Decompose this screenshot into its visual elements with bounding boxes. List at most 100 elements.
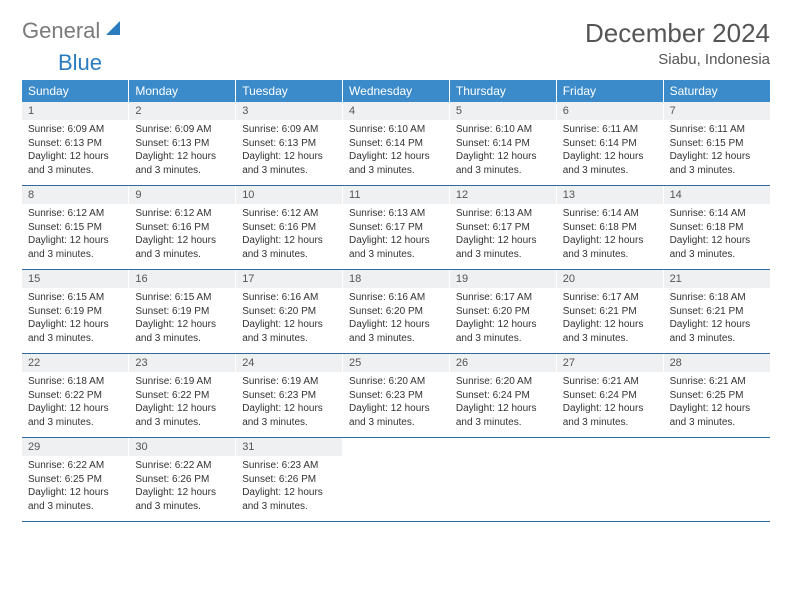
day-number-cell: 19 xyxy=(449,270,556,289)
month-title: December 2024 xyxy=(585,18,770,49)
sunset-line: Sunset: 6:17 PM xyxy=(349,221,443,235)
sunset-line: Sunset: 6:21 PM xyxy=(563,305,657,319)
sunrise-line: Sunrise: 6:20 AM xyxy=(456,375,550,389)
day-content-cell: Sunrise: 6:17 AMSunset: 6:20 PMDaylight:… xyxy=(449,288,556,354)
sunset-line: Sunset: 6:20 PM xyxy=(349,305,443,319)
day-content-row: Sunrise: 6:18 AMSunset: 6:22 PMDaylight:… xyxy=(22,372,770,438)
day-number-row: 1234567 xyxy=(22,102,770,120)
weekday-header-row: SundayMondayTuesdayWednesdayThursdayFrid… xyxy=(22,80,770,102)
day-content-cell xyxy=(449,456,556,522)
daylight-line: Daylight: 12 hours and 3 minutes. xyxy=(456,234,550,261)
header: General December 2024 Siabu, Indonesia xyxy=(22,18,770,68)
daylight-line: Daylight: 12 hours and 3 minutes. xyxy=(135,150,229,177)
day-number-cell: 4 xyxy=(343,102,450,120)
sunset-line: Sunset: 6:21 PM xyxy=(670,305,764,319)
day-content-row: Sunrise: 6:22 AMSunset: 6:25 PMDaylight:… xyxy=(22,456,770,522)
day-number-cell: 7 xyxy=(663,102,770,120)
daylight-line: Daylight: 12 hours and 3 minutes. xyxy=(349,402,443,429)
sunrise-line: Sunrise: 6:17 AM xyxy=(563,291,657,305)
day-number-cell: 3 xyxy=(236,102,343,120)
day-number-cell: 25 xyxy=(343,354,450,373)
day-content-cell: Sunrise: 6:11 AMSunset: 6:14 PMDaylight:… xyxy=(556,120,663,186)
daylight-line: Daylight: 12 hours and 3 minutes. xyxy=(135,234,229,261)
day-content-cell: Sunrise: 6:13 AMSunset: 6:17 PMDaylight:… xyxy=(449,204,556,270)
day-number-cell: 18 xyxy=(343,270,450,289)
day-content-cell: Sunrise: 6:09 AMSunset: 6:13 PMDaylight:… xyxy=(236,120,343,186)
sunset-line: Sunset: 6:14 PM xyxy=(349,137,443,151)
daylight-line: Daylight: 12 hours and 3 minutes. xyxy=(456,402,550,429)
sunrise-line: Sunrise: 6:22 AM xyxy=(28,459,122,473)
day-content-row: Sunrise: 6:12 AMSunset: 6:15 PMDaylight:… xyxy=(22,204,770,270)
day-content-row: Sunrise: 6:15 AMSunset: 6:19 PMDaylight:… xyxy=(22,288,770,354)
weekday-header: Saturday xyxy=(663,80,770,102)
day-number-cell: 16 xyxy=(129,270,236,289)
day-number-cell xyxy=(343,438,450,457)
sunset-line: Sunset: 6:18 PM xyxy=(563,221,657,235)
daylight-line: Daylight: 12 hours and 3 minutes. xyxy=(28,402,122,429)
day-content-cell: Sunrise: 6:14 AMSunset: 6:18 PMDaylight:… xyxy=(556,204,663,270)
weekday-header: Thursday xyxy=(449,80,556,102)
logo-sail-icon xyxy=(104,19,124,44)
daylight-line: Daylight: 12 hours and 3 minutes. xyxy=(28,318,122,345)
day-number-cell: 30 xyxy=(129,438,236,457)
day-content-cell: Sunrise: 6:20 AMSunset: 6:23 PMDaylight:… xyxy=(343,372,450,438)
sunset-line: Sunset: 6:15 PM xyxy=(670,137,764,151)
daylight-line: Daylight: 12 hours and 3 minutes. xyxy=(456,150,550,177)
day-number-cell: 11 xyxy=(343,186,450,205)
sunrise-line: Sunrise: 6:13 AM xyxy=(349,207,443,221)
day-content-cell: Sunrise: 6:16 AMSunset: 6:20 PMDaylight:… xyxy=(343,288,450,354)
day-number-cell: 9 xyxy=(129,186,236,205)
day-number-row: 891011121314 xyxy=(22,186,770,205)
sunrise-line: Sunrise: 6:18 AM xyxy=(28,375,122,389)
day-content-cell: Sunrise: 6:09 AMSunset: 6:13 PMDaylight:… xyxy=(22,120,129,186)
sunrise-line: Sunrise: 6:09 AM xyxy=(135,123,229,137)
weekday-header: Tuesday xyxy=(236,80,343,102)
sunrise-line: Sunrise: 6:17 AM xyxy=(456,291,550,305)
sunset-line: Sunset: 6:25 PM xyxy=(670,389,764,403)
day-number-cell xyxy=(449,438,556,457)
calendar-body: 1234567Sunrise: 6:09 AMSunset: 6:13 PMDa… xyxy=(22,102,770,522)
sunset-line: Sunset: 6:18 PM xyxy=(670,221,764,235)
day-content-cell: Sunrise: 6:15 AMSunset: 6:19 PMDaylight:… xyxy=(129,288,236,354)
weekday-header: Wednesday xyxy=(343,80,450,102)
day-content-cell: Sunrise: 6:23 AMSunset: 6:26 PMDaylight:… xyxy=(236,456,343,522)
day-number-cell xyxy=(556,438,663,457)
sunset-line: Sunset: 6:13 PM xyxy=(242,137,336,151)
day-content-cell: Sunrise: 6:11 AMSunset: 6:15 PMDaylight:… xyxy=(663,120,770,186)
day-number-cell: 1 xyxy=(22,102,129,120)
day-number-cell: 13 xyxy=(556,186,663,205)
sunset-line: Sunset: 6:20 PM xyxy=(456,305,550,319)
sunrise-line: Sunrise: 6:14 AM xyxy=(563,207,657,221)
sunset-line: Sunset: 6:13 PM xyxy=(28,137,122,151)
logo-text-1: General xyxy=(22,18,100,44)
daylight-line: Daylight: 12 hours and 3 minutes. xyxy=(563,234,657,261)
daylight-line: Daylight: 12 hours and 3 minutes. xyxy=(670,150,764,177)
day-content-cell xyxy=(663,456,770,522)
daylight-line: Daylight: 12 hours and 3 minutes. xyxy=(349,150,443,177)
day-content-cell: Sunrise: 6:18 AMSunset: 6:22 PMDaylight:… xyxy=(22,372,129,438)
daylight-line: Daylight: 12 hours and 3 minutes. xyxy=(242,234,336,261)
sunrise-line: Sunrise: 6:19 AM xyxy=(242,375,336,389)
sunset-line: Sunset: 6:23 PM xyxy=(242,389,336,403)
sunrise-line: Sunrise: 6:10 AM xyxy=(456,123,550,137)
day-content-cell: Sunrise: 6:22 AMSunset: 6:25 PMDaylight:… xyxy=(22,456,129,522)
sunrise-line: Sunrise: 6:23 AM xyxy=(242,459,336,473)
sunrise-line: Sunrise: 6:10 AM xyxy=(349,123,443,137)
day-number-cell: 24 xyxy=(236,354,343,373)
weekday-header: Monday xyxy=(129,80,236,102)
day-content-cell: Sunrise: 6:14 AMSunset: 6:18 PMDaylight:… xyxy=(663,204,770,270)
sunrise-line: Sunrise: 6:22 AM xyxy=(135,459,229,473)
day-content-cell: Sunrise: 6:13 AMSunset: 6:17 PMDaylight:… xyxy=(343,204,450,270)
day-number-cell: 23 xyxy=(129,354,236,373)
day-number-cell: 22 xyxy=(22,354,129,373)
weekday-header: Friday xyxy=(556,80,663,102)
sunrise-line: Sunrise: 6:11 AM xyxy=(563,123,657,137)
logo: General xyxy=(22,18,126,44)
logo-text-2: Blue xyxy=(58,50,102,76)
sunrise-line: Sunrise: 6:09 AM xyxy=(28,123,122,137)
day-number-cell: 17 xyxy=(236,270,343,289)
sunset-line: Sunset: 6:19 PM xyxy=(135,305,229,319)
day-number-cell: 26 xyxy=(449,354,556,373)
day-content-cell: Sunrise: 6:18 AMSunset: 6:21 PMDaylight:… xyxy=(663,288,770,354)
day-content-cell: Sunrise: 6:10 AMSunset: 6:14 PMDaylight:… xyxy=(343,120,450,186)
